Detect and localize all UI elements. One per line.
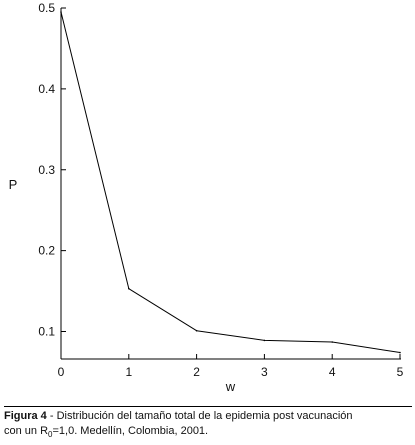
data-point (263, 339, 266, 342)
caption-text-1: - Distribución del tamaño total de la ep… (46, 410, 353, 422)
caption-subscript: 0 (48, 430, 53, 440)
x-tick-label: 3 (261, 365, 268, 379)
data-point (128, 287, 130, 290)
x-tick-label: 5 (397, 365, 404, 379)
data-point (60, 11, 62, 13)
x-axis-label: w (225, 379, 236, 394)
y-axis-label: P (9, 177, 18, 192)
data-point (195, 329, 198, 332)
figure-caption: Figura 4 - Distribución del tamaño total… (4, 406, 412, 442)
y-tick-label: 0.2 (38, 244, 55, 258)
ticks: 0 1 2 3 4 5 0.1 0.2 0.3 0.4 0.5 (38, 1, 403, 379)
caption-line-2: con un R0=1,0. Medellín, Colombia, 2001. (4, 424, 412, 442)
data-point (331, 341, 334, 343)
axes (60, 8, 401, 360)
caption-line-1: Figura 4 - Distribución del tamaño total… (4, 409, 412, 424)
y-tick-label: 0.5 (38, 1, 55, 15)
series-line (60, 11, 401, 354)
x-tick-label: 2 (193, 365, 200, 379)
y-tick-label: 0.3 (38, 163, 55, 177)
figure-label: Figura 4 (4, 410, 47, 422)
x-tick-label: 1 (125, 365, 132, 379)
y-tick-label: 0.1 (38, 325, 55, 339)
series (60, 11, 401, 354)
line-chart: 0 1 2 3 4 5 0.1 0.2 0.3 0.4 0.5 w P (9, 1, 404, 394)
x-tick-label: 0 (58, 365, 65, 379)
data-point (399, 351, 401, 354)
caption-text-2b: =1,0. Medellín, Colombia, 2001. (52, 425, 209, 437)
y-tick-label: 0.4 (38, 82, 55, 96)
x-tick-label: 4 (329, 365, 336, 379)
caption-text-2a: con un R (4, 425, 49, 437)
